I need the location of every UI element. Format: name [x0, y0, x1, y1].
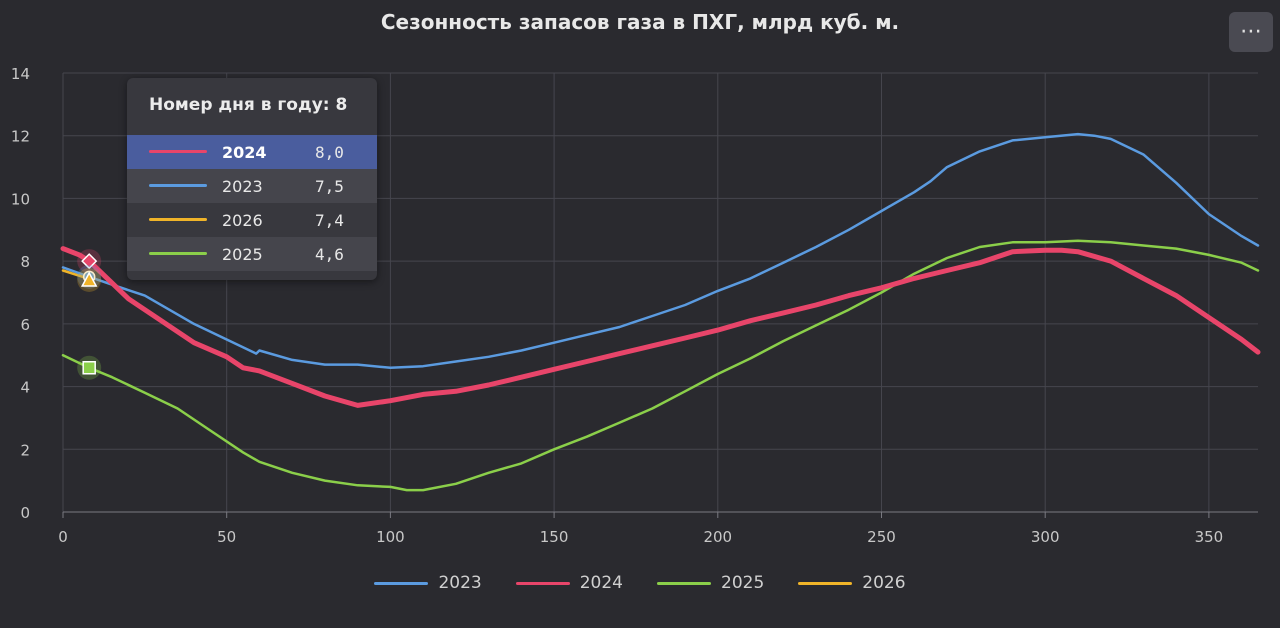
tooltip-swatch [149, 218, 207, 221]
tooltip-series-value: 7,5 [315, 176, 344, 196]
more-icon: ⋯ [1240, 19, 1262, 44]
marker-2024 [81, 253, 98, 270]
series-line-2025 [61, 239, 1260, 492]
marker-2025 [82, 361, 96, 375]
legend: 2023 2024 2025 2026 [0, 573, 1280, 593]
tooltip-row: 2026 7,4 [127, 203, 377, 237]
tooltip-swatch [149, 150, 207, 153]
tooltip-header: Номер дня в году: 8 [149, 95, 348, 115]
x-tick-label: 0 [58, 528, 68, 546]
y-tick-label: 14 [11, 65, 30, 83]
y-tick-label: 12 [11, 128, 30, 146]
legend-swatch [374, 581, 429, 585]
y-tick-label: 4 [20, 379, 30, 397]
tooltip-row: 2024 8,0 [127, 135, 377, 169]
marker-2026 [80, 271, 98, 287]
tooltip-series-name: 2023 [222, 176, 263, 196]
legend-swatch [657, 581, 711, 585]
legend-label: 2025 [721, 573, 765, 593]
x-tick-label: 150 [540, 528, 569, 546]
tooltip-row: 2025 4,6 [127, 237, 377, 271]
series-line-2023 [61, 132, 1260, 370]
y-tick-label: 10 [11, 190, 30, 208]
chart-title: Сезонность запасов газа в ПХГ, млрд куб.… [380, 10, 900, 34]
legend-label: 2023 [438, 573, 482, 593]
chart-menu-button[interactable]: ⋯ [1229, 12, 1273, 52]
tooltip-series-value: 7,4 [315, 210, 344, 230]
legend-item-2025[interactable]: 2025 [657, 573, 764, 593]
tooltip-series-name: 2025 [222, 244, 263, 264]
tooltip-series-name: 2024 [222, 142, 267, 162]
series-line-2024 [60, 246, 1261, 408]
tooltip-series-name: 2026 [222, 210, 263, 230]
tooltip-series-value: 4,6 [315, 244, 344, 264]
tooltip-row: 2023 7,5 [127, 169, 377, 203]
x-tick-label: 100 [376, 528, 405, 546]
legend-label: 2026 [862, 573, 906, 593]
y-tick-label: 2 [20, 441, 30, 459]
x-tick-label: 200 [703, 528, 732, 546]
x-tick-label: 300 [1031, 528, 1060, 546]
legend-item-2026[interactable]: 2026 [798, 573, 906, 593]
legend-swatch [798, 581, 853, 585]
tooltip: Номер дня в году: 8 2024 8,0 2023 7,5 20… [127, 78, 377, 280]
tooltip-swatch [149, 252, 207, 255]
tooltip-swatch [149, 184, 207, 187]
x-tick-label: 250 [867, 528, 896, 546]
legend-item-2024[interactable]: 2024 [515, 573, 623, 593]
y-tick-label: 6 [20, 316, 30, 334]
legend-swatch [515, 581, 570, 585]
y-tick-label: 0 [20, 504, 30, 522]
y-tick-label: 8 [20, 253, 30, 271]
legend-label: 2024 [579, 573, 623, 593]
x-tick-label: 350 [1195, 528, 1224, 546]
x-tick-label: 50 [217, 528, 236, 546]
legend-item-2023[interactable]: 2023 [374, 573, 482, 593]
tooltip-series-value: 8,0 [315, 142, 344, 162]
